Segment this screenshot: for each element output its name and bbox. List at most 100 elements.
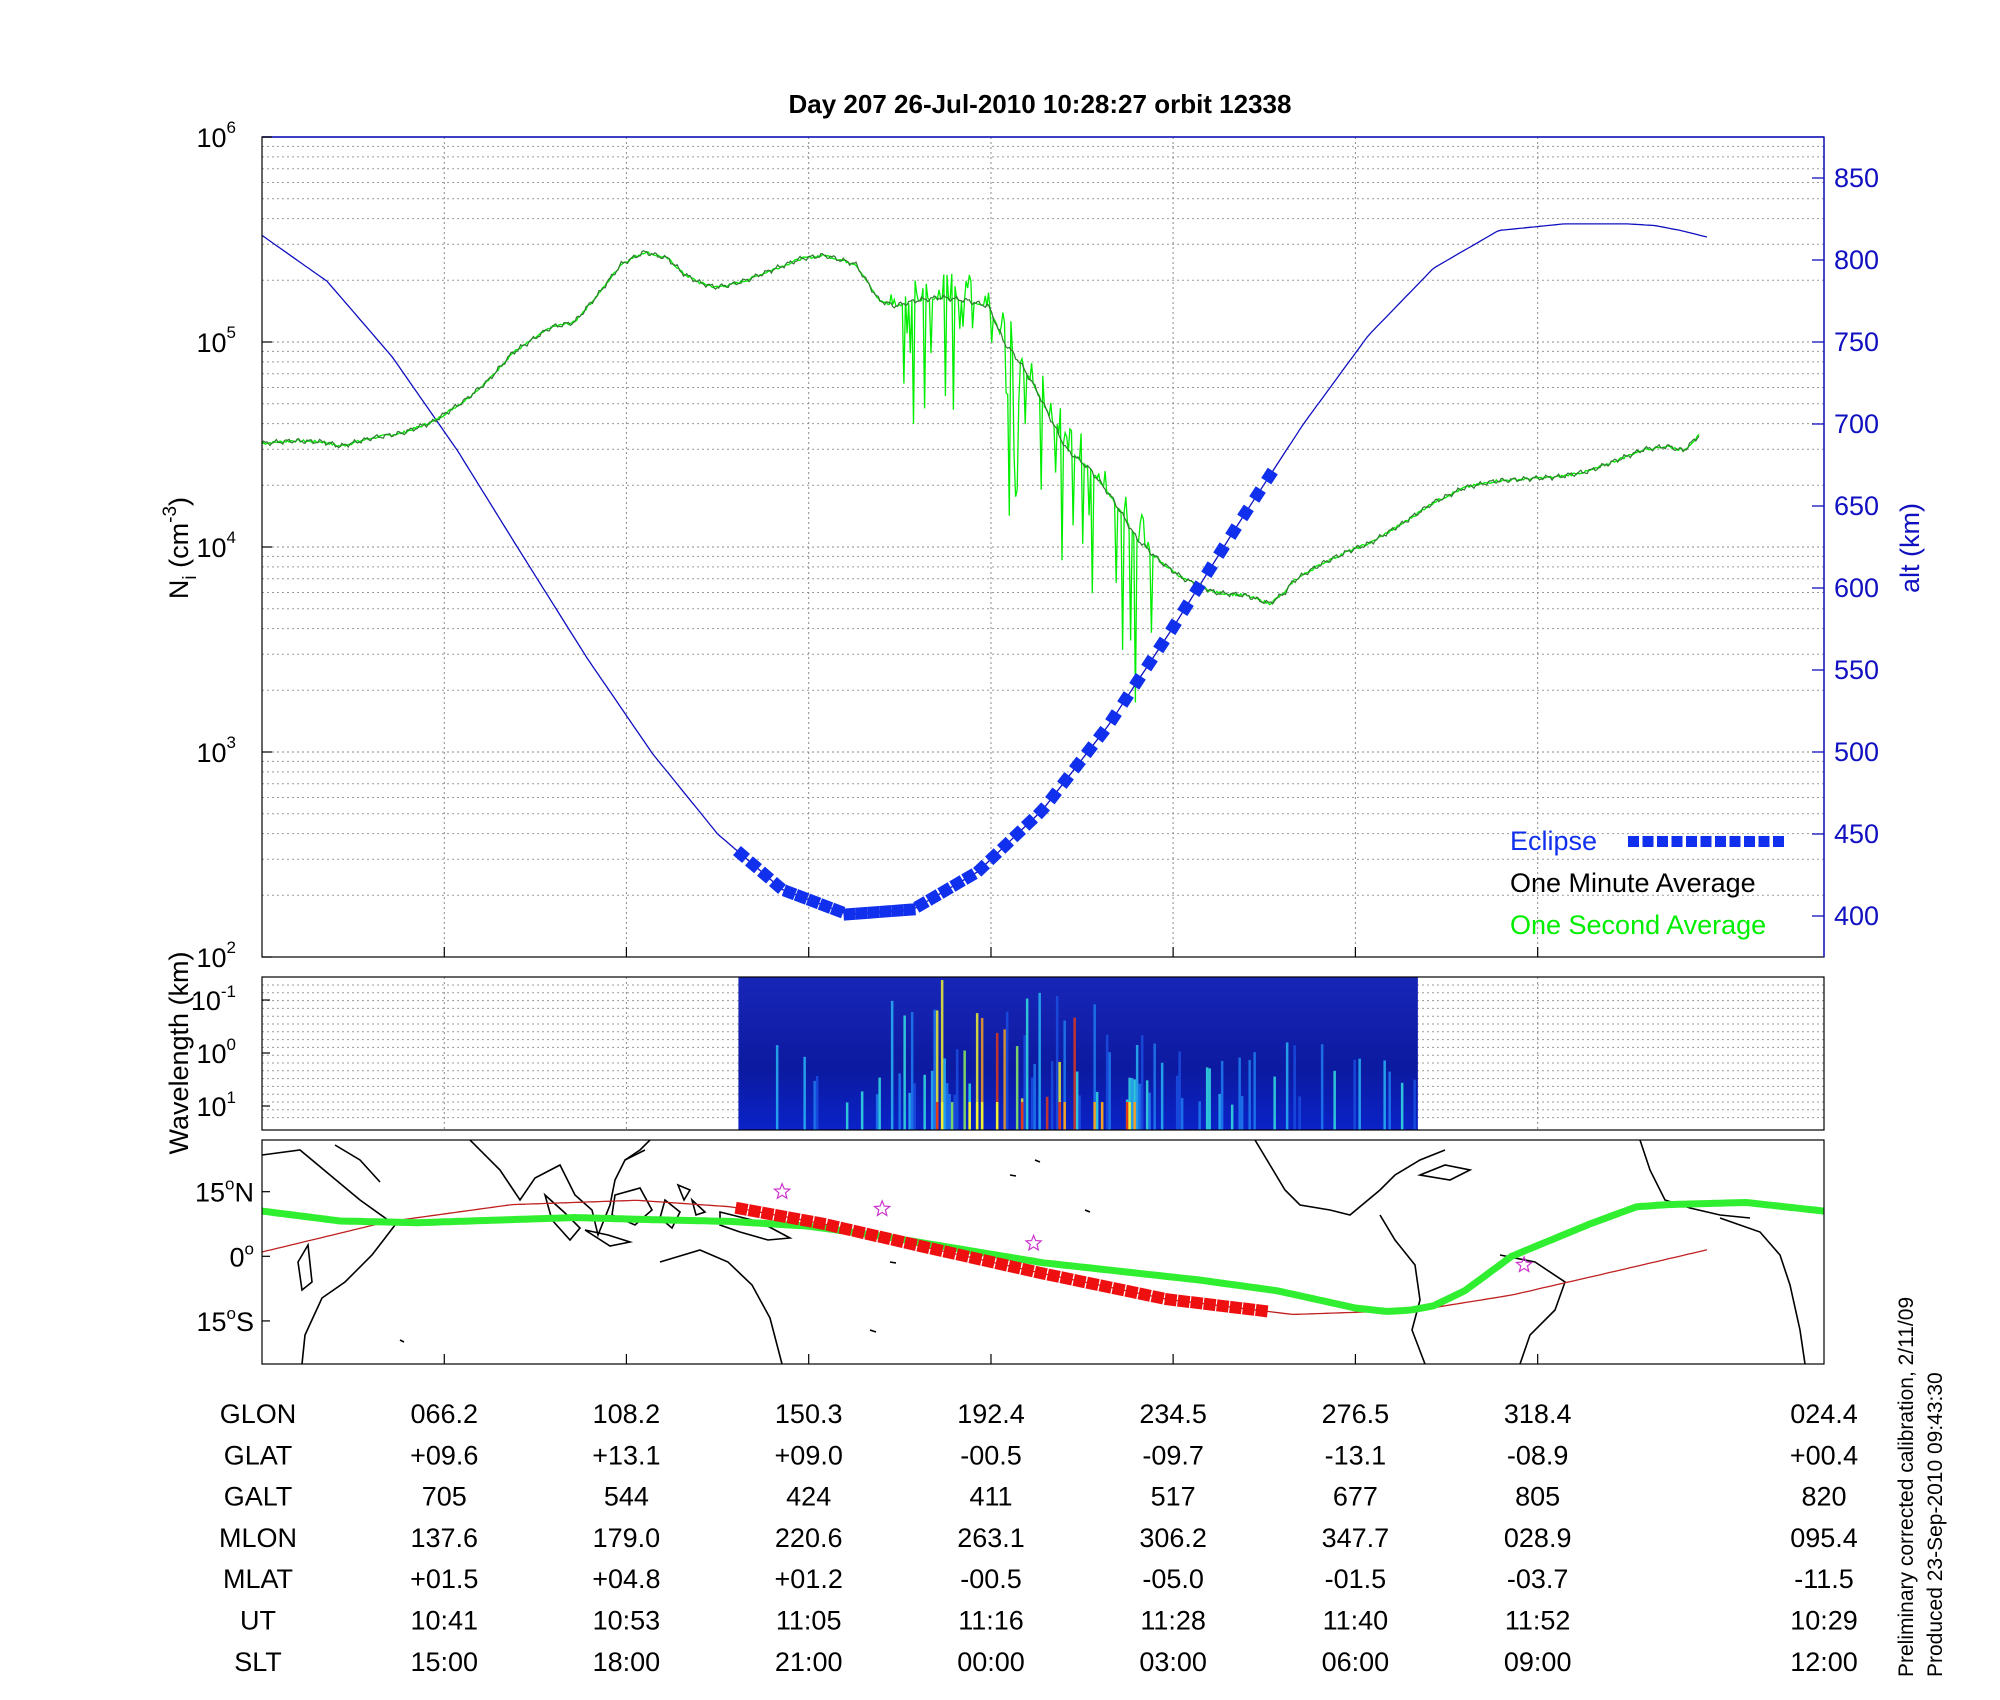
eclipse-marker	[879, 905, 892, 918]
legend-eclipse-square	[1686, 836, 1697, 847]
orbit-cell: 108.2	[593, 1399, 661, 1429]
eclipse-track-marker	[929, 1242, 944, 1257]
orbit-cell: 03:00	[1139, 1647, 1207, 1677]
spectrogram-stripe	[1140, 1035, 1144, 1130]
orbit-cell: -00.5	[960, 1564, 1022, 1594]
orbit-table: GLON 066.2 108.2 150.3 192.4 234.5 276.5 318.4 0…	[219, 1399, 1858, 1677]
density-grid	[262, 137, 1824, 957]
eclipse-marker	[937, 882, 954, 899]
orbit-cell: 805	[1515, 1482, 1560, 1512]
orbit-cell: 179.0	[593, 1523, 661, 1553]
spectrogram-stripe	[1383, 1060, 1386, 1130]
orbit-cell: +01.5	[410, 1564, 478, 1594]
eclipse-marker	[843, 907, 856, 921]
spectrogram-stripe	[1108, 1052, 1111, 1130]
latitude-tick-label: 15oS	[196, 1304, 254, 1337]
eclipse-marker	[1057, 772, 1074, 789]
eclipse-track-marker	[786, 1211, 801, 1226]
eclipse-track-marker	[773, 1209, 788, 1223]
eclipse-marker	[1237, 504, 1254, 522]
eclipse-marker	[1117, 691, 1134, 708]
eclipse-track-marker	[760, 1206, 775, 1221]
orbit-cell: 024.4	[1790, 1399, 1858, 1429]
eclipse-marker	[793, 889, 810, 905]
orbit-cell: 820	[1801, 1482, 1846, 1512]
eclipse-marker	[1165, 618, 1182, 636]
eclipse-track-marker	[1177, 1294, 1191, 1308]
altitude-tick-label: 700	[1834, 409, 1879, 439]
latitude-y-ticks: 15oN 0o 15oS	[195, 1175, 270, 1337]
altitude-tick-label: 650	[1834, 491, 1879, 521]
eclipse-track-marker	[1046, 1268, 1061, 1283]
spectrogram-stripe	[1358, 1058, 1361, 1130]
south-america-east-coast	[1499, 1254, 1566, 1364]
eclipse-marker	[973, 859, 990, 877]
eclipse-marker	[855, 906, 868, 920]
wavelength-tick-label: 101	[196, 1088, 236, 1122]
madagascar-coast	[297, 1242, 313, 1292]
eclipse-marker	[925, 889, 942, 906]
spectrogram-stripe	[898, 1073, 901, 1130]
chart-title: Day 207 26-Jul-2010 10:28:27 orbit 12338	[789, 89, 1292, 119]
south-america-west-coast	[1379, 1214, 1426, 1364]
eclipse-track-marker	[890, 1233, 905, 1248]
spectrogram-stripe	[943, 1058, 946, 1130]
legend-second-label: One Second Average	[1510, 910, 1766, 940]
latitude-tick-label: 0o	[230, 1239, 255, 1272]
altitude-y-label: alt (km)	[1895, 503, 1925, 593]
one-minute-density-line	[262, 250, 1700, 605]
orbit-row-label: MLON	[219, 1523, 297, 1553]
orbit-cell: 234.5	[1139, 1399, 1207, 1429]
orbit-cell: 095.4	[1790, 1523, 1858, 1553]
eclipse-marker	[1021, 813, 1038, 831]
philippines-coast	[676, 1183, 707, 1217]
spectrogram-stripe	[1205, 1067, 1209, 1130]
legend-minute-label: One Minute Average	[1510, 868, 1756, 898]
spectrogram-stripe	[1038, 992, 1041, 1130]
spectrogram-stripe	[945, 1083, 949, 1130]
caribbean-coast	[1417, 1164, 1473, 1181]
spectrogram-stripe	[933, 1009, 936, 1130]
spectrogram-stripe	[930, 1070, 934, 1130]
sulawesi-coast	[659, 1198, 682, 1230]
eclipse-track-markers	[734, 1201, 1269, 1318]
eclipse-track-marker	[994, 1257, 1009, 1272]
indochina-coast	[624, 1140, 651, 1161]
spectrogram-stripe	[1055, 995, 1059, 1130]
orbit-cell: 424	[786, 1482, 831, 1512]
eclipse-marker	[949, 875, 966, 892]
spectrogram-stripe	[940, 980, 944, 1130]
spectrogram-stripe	[923, 1074, 926, 1130]
eclipse-marker	[733, 846, 750, 863]
star-marker	[872, 1199, 892, 1217]
spectrogram-hot-cell	[1100, 1102, 1104, 1130]
spectrogram-stripe	[860, 1091, 864, 1130]
spectrogram-stripe	[1320, 1044, 1324, 1130]
eclipse-marker	[1153, 636, 1170, 654]
legend-eclipse-square	[1715, 836, 1726, 847]
spectrogram-stripe	[875, 1094, 879, 1130]
orbit-cell: 09:00	[1504, 1647, 1572, 1677]
spectrogram-stripe	[980, 1017, 984, 1130]
wavelength-y-label: Wavelength (km)	[164, 951, 194, 1154]
spectrogram-stripe	[1148, 1092, 1151, 1130]
spectrogram-stripe	[910, 1012, 914, 1130]
spectrogram-stripe	[1273, 1076, 1276, 1130]
eclipse-track-marker	[799, 1213, 814, 1228]
orbit-cell: -05.0	[1142, 1564, 1204, 1594]
density-panel: 102 103 104 105 106 400 450 500 550 600 650 700 750…	[160, 118, 1925, 973]
spectrogram-stripe	[803, 1056, 806, 1130]
eclipse-markers	[733, 467, 1278, 921]
spectrogram-hot-cell	[935, 1102, 939, 1130]
spectrogram-stripe	[948, 1093, 951, 1130]
spectrogram-stripe	[1093, 1004, 1096, 1130]
orbit-cell: 028.9	[1504, 1523, 1572, 1553]
eclipse-marker	[1105, 709, 1122, 726]
orbit-cell: 10:41	[410, 1606, 478, 1636]
eclipse-track-marker	[1007, 1260, 1022, 1275]
spectrogram-stripe	[1238, 1057, 1241, 1130]
density-y-tick-label: 104	[196, 528, 236, 563]
orbit-cell: 276.5	[1322, 1399, 1390, 1429]
orbit-cell: +13.1	[592, 1440, 660, 1470]
eclipse-marker	[757, 866, 774, 884]
